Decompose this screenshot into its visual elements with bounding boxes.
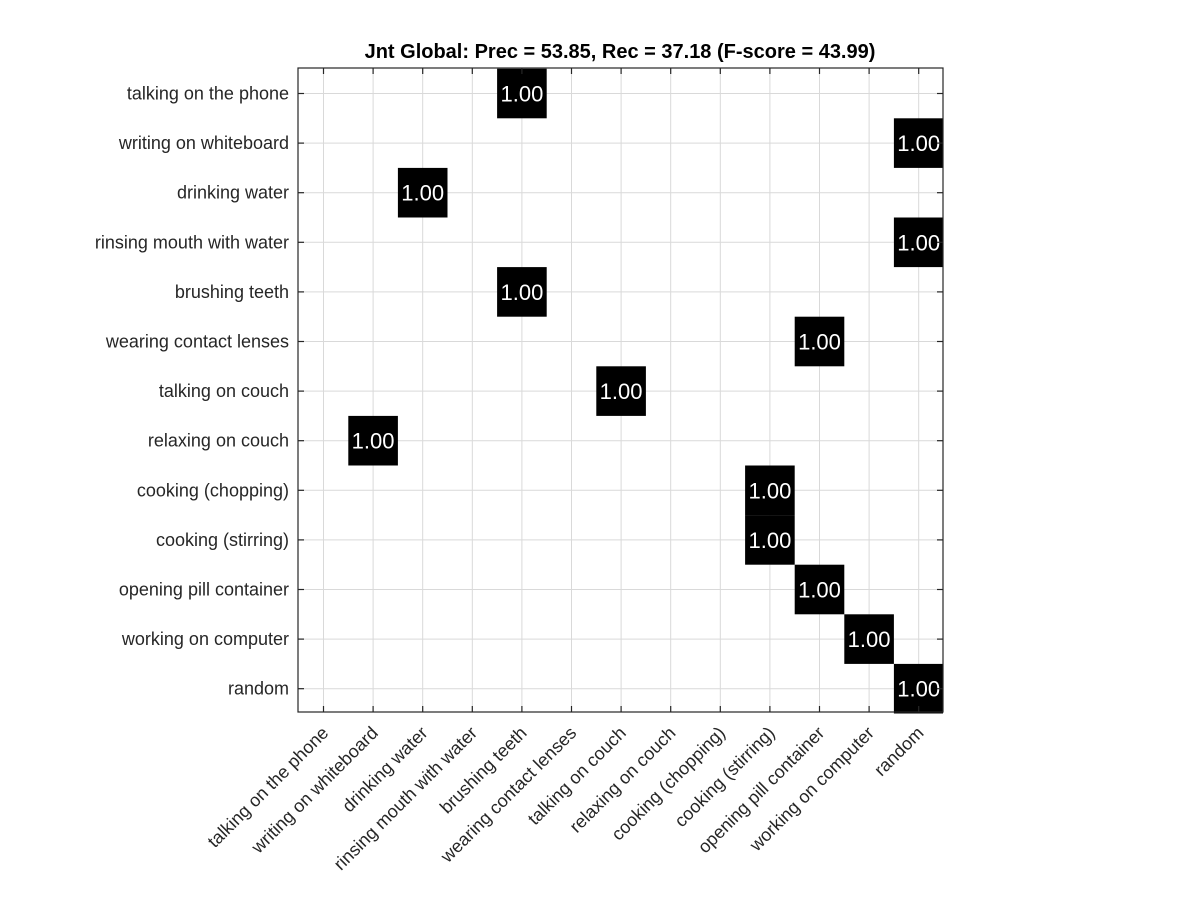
plot-frame xyxy=(297,67,944,713)
matrix-cells: 1.001.001.001.001.001.001.001.001.001.00… xyxy=(348,68,943,714)
matrix-cell xyxy=(397,167,448,218)
grid-lines xyxy=(298,68,943,712)
matrix-cell xyxy=(497,267,547,317)
y-tick-label: drinking water xyxy=(177,183,289,203)
y-tick-label: brushing teeth xyxy=(175,282,289,302)
cell-value-label: 1.00 xyxy=(500,280,543,305)
matrix-cell xyxy=(893,663,943,714)
cell-value-label: 1.00 xyxy=(500,82,543,107)
x-tick-label: random xyxy=(870,723,927,780)
y-tick-label: random xyxy=(228,679,289,699)
cell-value-label: 1.00 xyxy=(748,478,791,503)
y-tick-label: talking on couch xyxy=(159,381,289,401)
cell-value-label: 1.00 xyxy=(352,429,395,454)
cell-value-label: 1.00 xyxy=(848,627,891,652)
x-tick-label: brushing teeth xyxy=(436,723,531,818)
cell-value-label: 1.00 xyxy=(748,528,791,553)
y-tick-label: cooking (chopping) xyxy=(137,480,289,500)
y-tick-label: talking on the phone xyxy=(127,84,289,104)
matrix-cell xyxy=(745,515,795,565)
cell-value-label: 1.00 xyxy=(401,181,444,206)
y-tick-label: wearing contact lenses xyxy=(105,332,289,352)
y-tick-label: rinsing mouth with water xyxy=(95,232,289,252)
y-tick-labels: talking on the phone writing on whiteboar… xyxy=(95,84,289,699)
chart-title: Jnt Global: Prec = 53.85, Rec = 37.18 (F… xyxy=(365,41,876,63)
matrix-cell xyxy=(596,366,646,416)
y-tick-label: opening pill container xyxy=(119,580,289,600)
matrix-cell xyxy=(893,217,943,268)
cell-value-label: 1.00 xyxy=(897,131,940,156)
cell-value-label: 1.00 xyxy=(798,578,841,603)
cell-value-label: 1.00 xyxy=(897,677,940,702)
y-tick-label: cooking (stirring) xyxy=(156,530,289,550)
matrix-cell xyxy=(893,118,943,168)
matrix-cell xyxy=(844,614,894,664)
y-tick-label: working on computer xyxy=(121,629,289,649)
y-tick-label: relaxing on couch xyxy=(148,431,289,451)
cell-value-label: 1.00 xyxy=(897,230,940,255)
matrix-cell xyxy=(794,316,845,367)
axis-ticks xyxy=(298,68,943,712)
matrix-cell xyxy=(745,465,795,516)
cell-value-label: 1.00 xyxy=(600,379,643,404)
cell-value-label: 1.00 xyxy=(798,330,841,355)
matrix-cell xyxy=(794,564,845,615)
matrix-cell xyxy=(348,415,398,466)
x-tick-label: drinking water xyxy=(338,723,431,816)
matrix-cell xyxy=(497,68,547,119)
y-tick-label: writing on whiteboard xyxy=(118,133,289,153)
